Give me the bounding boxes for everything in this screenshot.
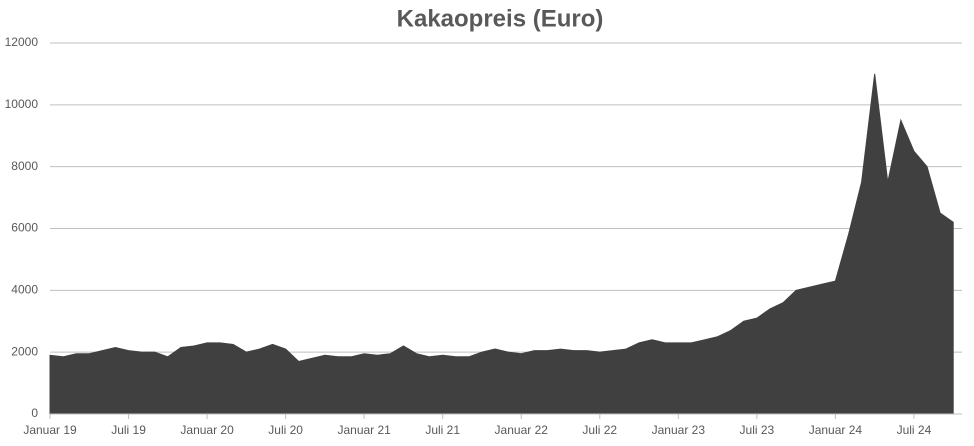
x-tick-label: Januar 23 (652, 423, 706, 437)
x-tick-label: Juli 19 (111, 423, 146, 437)
y-tick-label: 8000 (11, 159, 38, 173)
y-tick-label: 2000 (11, 344, 38, 358)
y-tick-label: 4000 (11, 283, 38, 297)
y-tick-label: 6000 (11, 221, 38, 235)
x-tick-label: Januar 19 (23, 423, 77, 437)
x-tick-label: Januar 22 (495, 423, 549, 437)
x-tick-label: Januar 21 (337, 423, 391, 437)
y-tick-label: 0 (31, 406, 38, 420)
x-tick-label: Januar 24 (809, 423, 863, 437)
y-tick-label: 10000 (5, 97, 39, 111)
area (49, 73, 954, 415)
y-tick-label: 12000 (5, 35, 39, 49)
x-tick-label: Januar 20 (180, 423, 234, 437)
x-tick-label: Juli 24 (897, 423, 932, 437)
x-tick-label: Juli 21 (425, 423, 460, 437)
x-tick-label: Juli 20 (268, 423, 303, 437)
x-tick-label: Juli 22 (582, 423, 617, 437)
x-tick-label: Juli 23 (740, 423, 775, 437)
chart-title: Kakaopreis (Euro) (397, 5, 604, 32)
